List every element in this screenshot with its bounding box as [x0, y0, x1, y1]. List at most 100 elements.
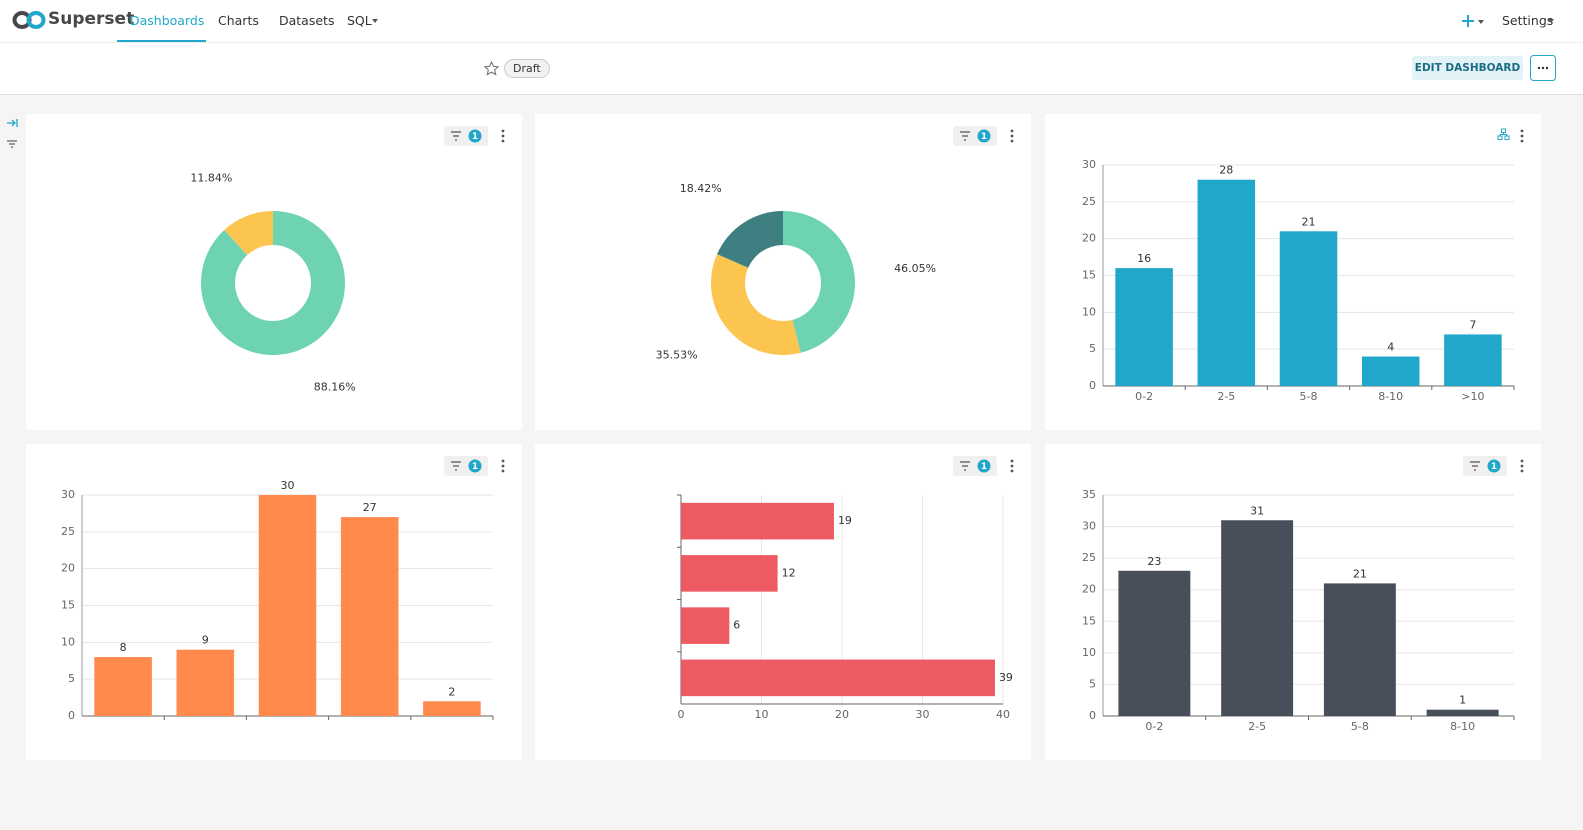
dot: [1520, 464, 1524, 468]
filter-indicator[interactable]: 1: [953, 456, 997, 476]
filter-badge: [977, 459, 991, 473]
bar: [681, 607, 730, 644]
dot: [501, 469, 505, 473]
chart-menu[interactable]: [1520, 459, 1524, 473]
sidebar-icons[interactable]: [5, 116, 21, 152]
filter-count: 1: [472, 132, 478, 142]
chart-menu[interactable]: [1010, 129, 1014, 143]
bar: [176, 649, 235, 716]
edit-dashboard-button[interactable]: EDIT DASHBOARD: [1412, 56, 1523, 80]
y-tick-label: 25: [1082, 195, 1096, 208]
value-label: 6: [733, 619, 740, 632]
bar: [1279, 231, 1338, 386]
y-tick-label: 30: [61, 488, 75, 501]
x-tick-label: 20: [835, 708, 849, 721]
chart-panel: 1 0 10 20 30 40 19 12 6 39: [535, 444, 1031, 760]
value-label: 23: [1147, 555, 1161, 568]
y-tick-label: 30: [1082, 520, 1096, 533]
tab[interactable]: SQL: [347, 13, 372, 28]
caret: [1548, 19, 1554, 23]
dot: [501, 459, 505, 463]
add-menu[interactable]: [1462, 14, 1486, 28]
bar: [1426, 709, 1499, 716]
dashboard-header: Draft EDIT DASHBOARD: [0, 43, 1583, 95]
dot: [1010, 464, 1014, 468]
slice-label: 11.84%: [190, 172, 232, 185]
value-label: 7: [1469, 318, 1476, 331]
bar: [340, 517, 399, 716]
bar: [94, 657, 152, 716]
y-tick-label: 0: [1089, 379, 1096, 392]
bar: [1115, 268, 1173, 386]
pie-slice: [224, 211, 273, 256]
value-label: 21: [1353, 567, 1367, 580]
x-tick-label: 0-2: [1145, 720, 1163, 733]
y-tick-label: 30: [1082, 158, 1096, 171]
filter-indicator[interactable]: 1: [444, 126, 488, 146]
dot: [501, 464, 505, 468]
x-tick-label: 30: [916, 708, 930, 721]
pie-slice: [201, 211, 345, 355]
slice-label: 35.53%: [656, 348, 698, 361]
y-tick-label: 25: [1082, 551, 1096, 564]
dot: [1010, 469, 1014, 473]
bar: [1323, 583, 1396, 716]
tab-underline: [117, 40, 206, 42]
chart-menu[interactable]: [501, 129, 505, 143]
pie-slice: [783, 211, 856, 353]
logo-icon: [12, 11, 46, 29]
y-tick-label: 0: [1089, 709, 1096, 722]
filter-indicator[interactable]: 1: [953, 126, 997, 146]
slice-label: 18.42%: [680, 182, 722, 195]
x-tick-label: 0-2: [1135, 390, 1153, 403]
x-tick-label: 2-5: [1217, 390, 1235, 403]
filter-badge: [468, 129, 482, 143]
dot: [1010, 134, 1014, 138]
y-tick-label: 20: [1082, 232, 1096, 245]
filter-indicator[interactable]: 1: [444, 456, 488, 476]
value-label: 16: [1137, 252, 1151, 265]
chart-menu[interactable]: [501, 459, 505, 473]
dot: [1520, 129, 1524, 133]
bar: [423, 701, 481, 716]
chart-menu[interactable]: [1520, 129, 1524, 143]
x-tick-label: 10: [755, 708, 769, 721]
value-label: 9: [202, 634, 209, 647]
filter-icon: [960, 131, 970, 141]
y-tick-label: 0: [68, 709, 75, 722]
bar: [681, 659, 995, 697]
tab[interactable]: Dashboards: [130, 13, 205, 28]
chart-panel: 1 46.05% 35.53% 18.42%: [535, 114, 1031, 430]
settings-menu[interactable]: Settings: [1502, 13, 1554, 28]
y-tick-label: 10: [61, 635, 75, 648]
bar: [1118, 570, 1191, 716]
chart-panel: 1 88.16% 11.84%: [26, 114, 522, 430]
x-tick-label: >10: [1461, 390, 1484, 403]
tab[interactable]: Charts: [218, 13, 259, 28]
value-label: 12: [782, 566, 796, 579]
drill-icon[interactable]: [1497, 128, 1510, 140]
favorite-star[interactable]: [484, 61, 499, 76]
more-button[interactable]: [1530, 55, 1556, 81]
tab[interactable]: Datasets: [279, 13, 335, 28]
x-tick-label: 40: [996, 708, 1010, 721]
chart-menu[interactable]: [1010, 459, 1014, 473]
chart: 1 46.05% 35.53% 18.42%: [656, 126, 1014, 361]
value-label: 4: [1387, 341, 1394, 354]
y-tick-label: 15: [1082, 614, 1096, 627]
y-tick-label: 5: [68, 672, 75, 685]
logo[interactable]: Superset: [48, 9, 135, 29]
filter-count: 1: [1491, 462, 1497, 472]
y-tick-label: 5: [1089, 677, 1096, 690]
x-tick-label: 5-8: [1351, 720, 1369, 733]
navbar: Superset Dashboards Charts Datasets SQL …: [0, 0, 1583, 43]
value-label: 31: [1250, 504, 1264, 517]
filter-count: 1: [981, 462, 987, 472]
dot: [1520, 459, 1524, 463]
filter-indicator[interactable]: 1: [1463, 456, 1507, 476]
y-tick-label: 20: [61, 562, 75, 575]
bar: [1197, 179, 1256, 386]
value-label: 39: [999, 671, 1013, 684]
